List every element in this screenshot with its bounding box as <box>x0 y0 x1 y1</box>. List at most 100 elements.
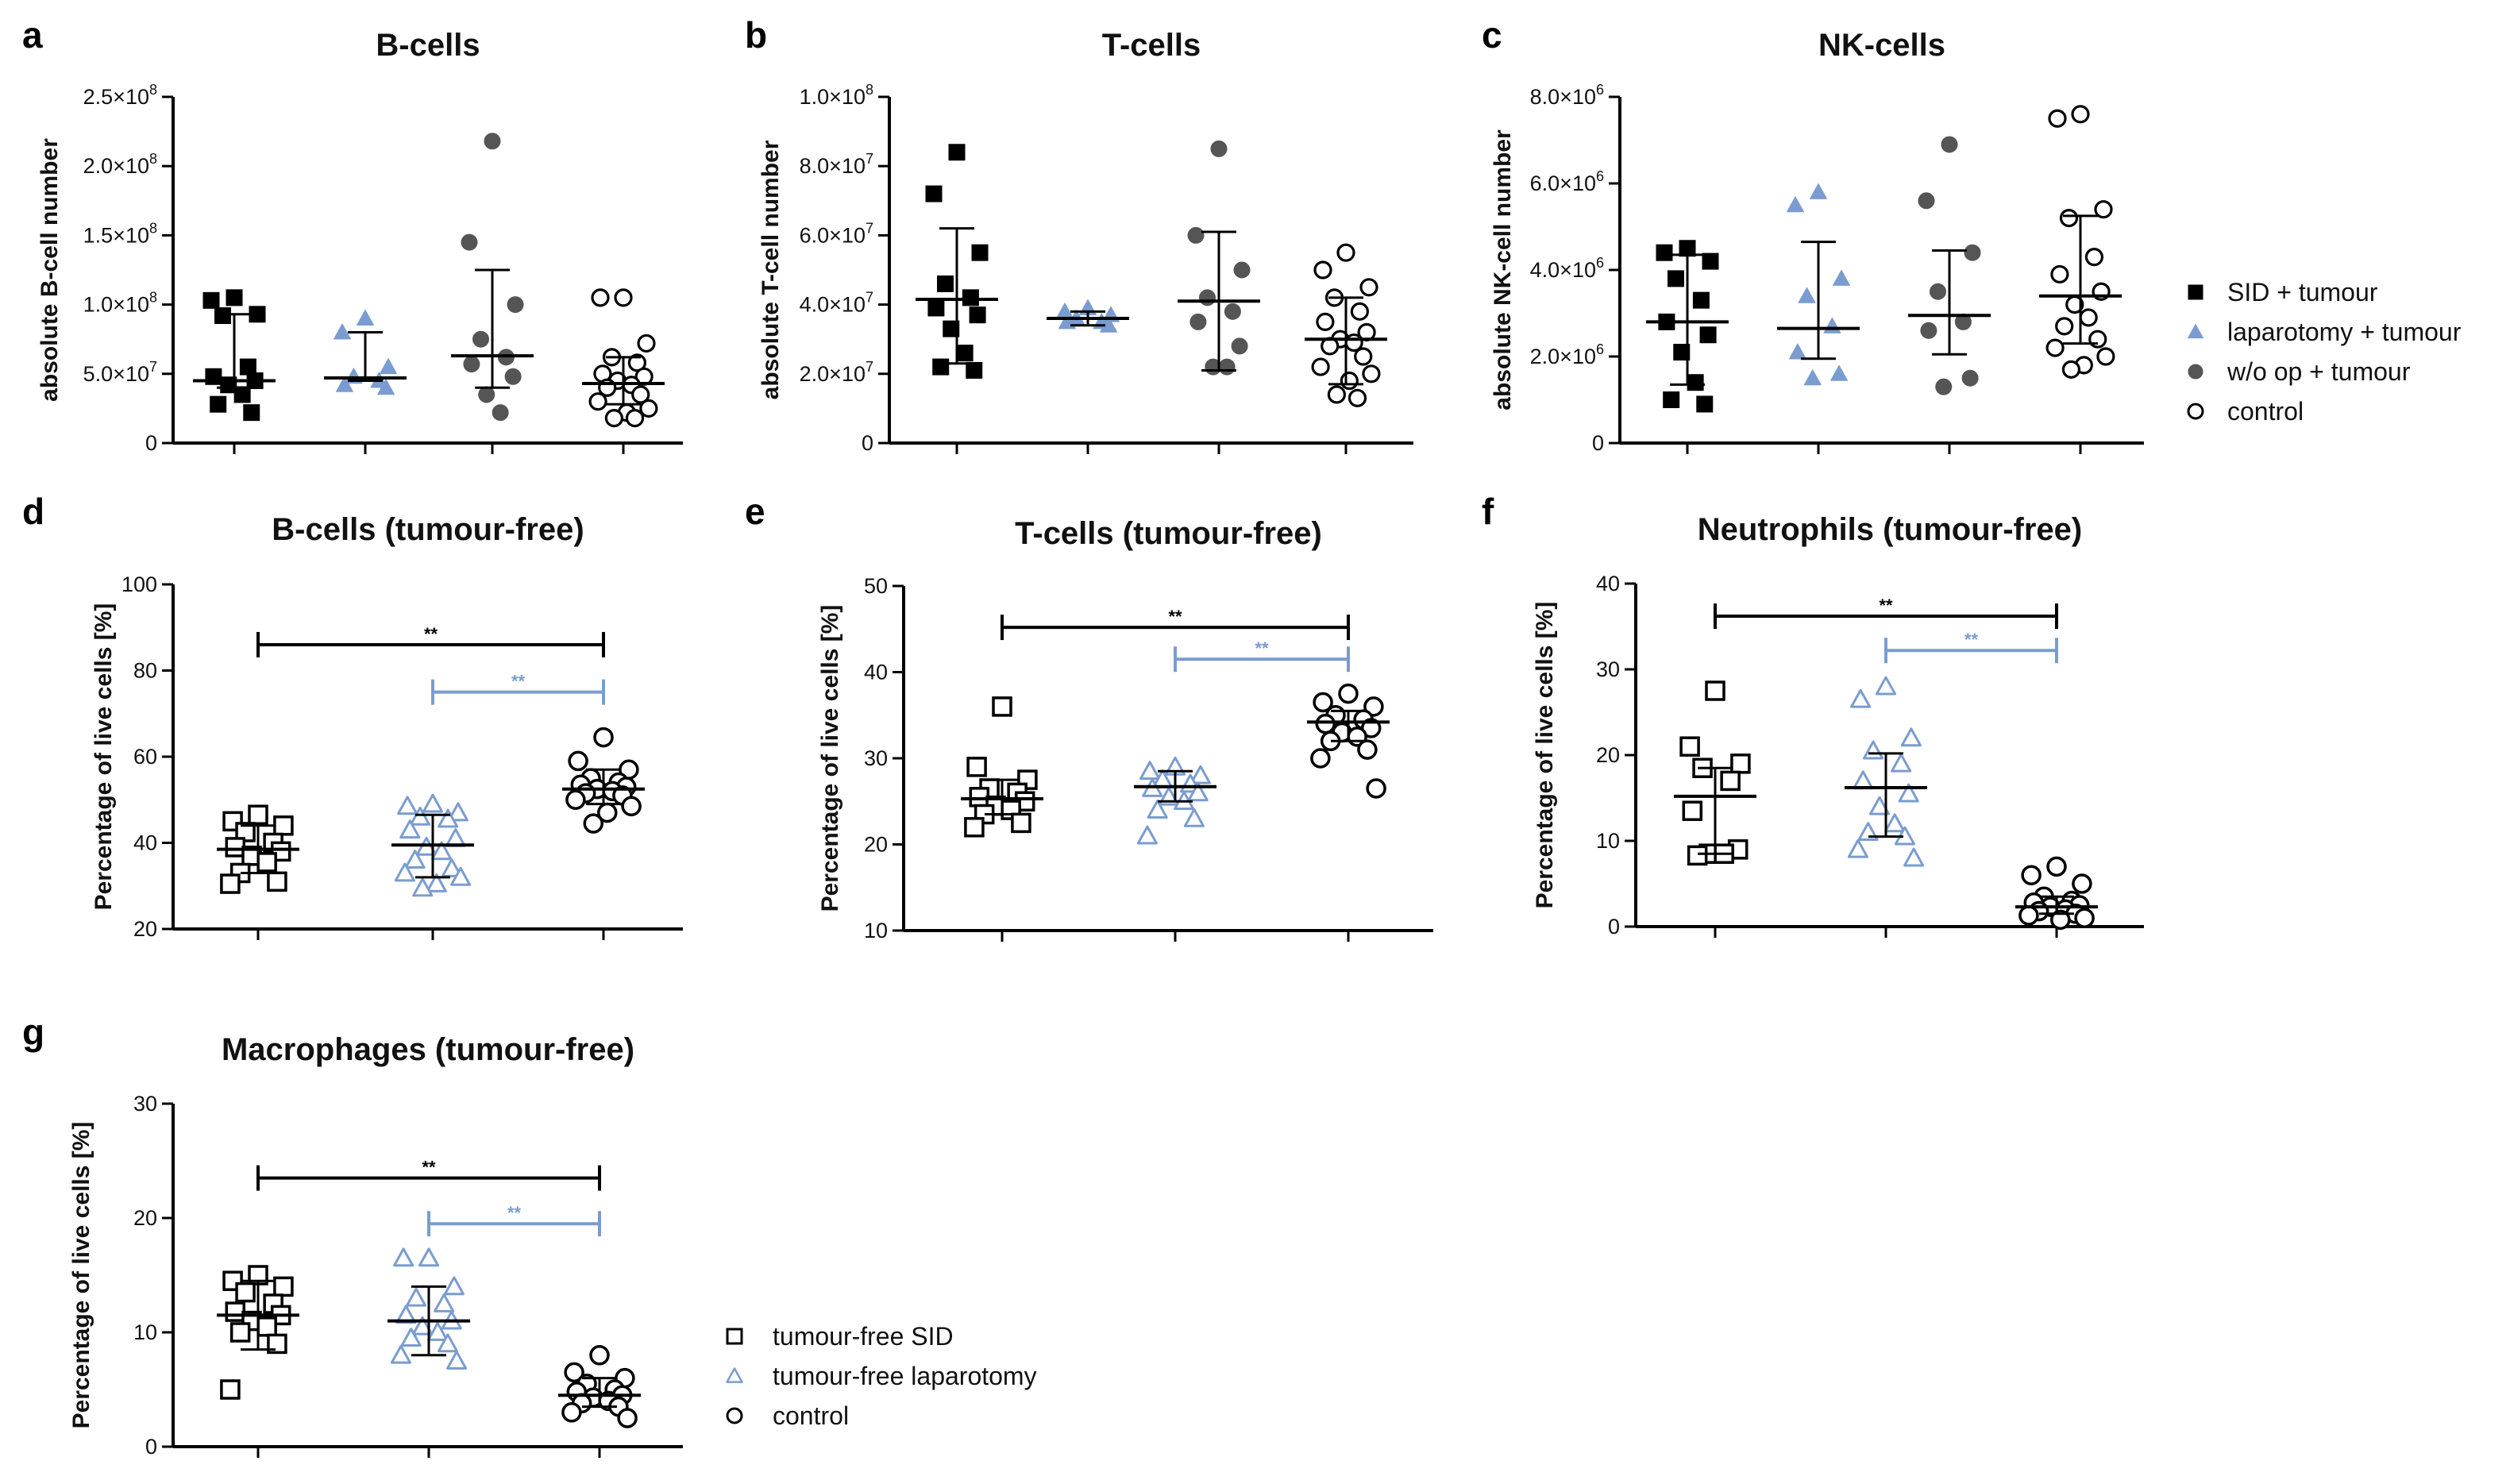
data-point <box>565 789 586 811</box>
data-point <box>410 806 431 826</box>
data-point <box>966 361 983 379</box>
legend-abs: SID + tumour laparotomy + tumour w/o op + … <box>2187 278 2462 426</box>
series-control <box>562 727 645 834</box>
data-point <box>937 275 954 292</box>
y-tick-mantissa: 2.0×10 <box>1530 345 1596 368</box>
data-point <box>1313 692 1333 713</box>
chart-panel-f: f Neutrophils (tumour-free) Percentage of … <box>1482 491 2144 939</box>
series-control <box>2039 105 2122 379</box>
chart-title: Neutrophils (tumour-free) <box>1698 512 2082 547</box>
data-point <box>225 837 246 858</box>
significance-bracket: ** <box>1001 607 1350 641</box>
chart-panel-a: a B-cells absolute B-cell number 0 5.0×107 1.… <box>22 14 683 455</box>
data-point <box>2079 308 2098 327</box>
data-point <box>214 307 231 325</box>
y-tick-label: 10 <box>133 1320 157 1344</box>
series-tumour-free-laparotomy <box>1134 756 1216 845</box>
series-laparotomy-tumour <box>1777 183 1860 386</box>
data-point <box>948 144 966 161</box>
y-axis-label: Percentage of live cells [%] <box>817 605 843 912</box>
data-point <box>2061 360 2080 379</box>
data-point <box>2050 909 2071 931</box>
series-control <box>2015 856 2098 931</box>
y-axis-label: absolute B-cell number <box>37 138 63 402</box>
chart-title: B-cells <box>376 28 480 63</box>
data-point <box>220 1379 241 1400</box>
data-point <box>1692 291 1710 309</box>
data-point <box>927 299 945 317</box>
data-point <box>956 345 974 362</box>
y-tick-exponent: 8 <box>149 220 157 236</box>
y-tick-label: 8.0×106 <box>1530 82 1604 109</box>
series-control <box>1305 243 1387 407</box>
y-tick-mantissa: 10 <box>1596 829 1620 853</box>
data-point <box>1863 740 1884 760</box>
data-point <box>1210 140 1228 157</box>
data-point <box>380 358 397 375</box>
data-point <box>1679 736 1700 757</box>
data-point <box>335 376 353 392</box>
y-tick-label: 1.0×108 <box>83 290 157 317</box>
y-tick-exponent: 8 <box>149 82 157 98</box>
chart-title: T-cells (tumour-free) <box>1015 516 1322 551</box>
data-point <box>1961 369 1979 387</box>
significance-label: ** <box>1964 630 1979 649</box>
data-point <box>1730 754 1751 774</box>
series-sid-tumour <box>916 144 998 379</box>
data-point <box>1310 748 1331 769</box>
data-point <box>1340 371 1359 391</box>
legend-entry-label: laparotomy + tumour <box>2227 318 2462 346</box>
y-tick-mantissa: 30 <box>133 1092 157 1116</box>
data-point <box>964 817 985 838</box>
y-tick-label: 30 <box>133 1092 157 1116</box>
data-point <box>568 750 588 772</box>
y-tick-exponent: 7 <box>866 290 873 306</box>
panel-letter: a <box>22 14 43 56</box>
y-tick-exponent: 8 <box>149 290 157 306</box>
significance-bracket: ** <box>256 624 605 657</box>
data-point <box>1673 344 1691 361</box>
panel-letter: g <box>22 1012 44 1053</box>
y-tick-mantissa: 40 <box>133 831 157 855</box>
data-point <box>411 1316 434 1336</box>
legend-marker <box>2188 324 2203 339</box>
data-point <box>2088 330 2107 349</box>
data-point <box>1823 317 1841 333</box>
data-point <box>256 1316 277 1337</box>
data-point <box>273 815 294 836</box>
data-point <box>2096 347 2115 366</box>
data-point <box>1338 683 1359 704</box>
data-point <box>504 368 522 385</box>
data-point <box>1810 183 1827 199</box>
data-point <box>1218 358 1236 376</box>
data-point <box>431 841 453 861</box>
data-point <box>1833 269 1850 286</box>
data-point <box>210 395 227 413</box>
data-point <box>639 399 658 418</box>
y-axis-label: Percentage of live cells [%] <box>1532 602 1558 909</box>
data-point <box>443 1276 465 1296</box>
y-tick-label: 6.0×106 <box>1530 168 1604 195</box>
y-tick-label: 50 <box>864 574 888 598</box>
data-point <box>1687 845 1708 866</box>
y-tick-mantissa: 80 <box>133 659 157 683</box>
chart-title: T-cells <box>1102 28 1201 63</box>
data-point <box>256 852 277 873</box>
series-tumour-free-sid <box>1674 680 1756 866</box>
y-tick-mantissa: 100 <box>121 572 157 596</box>
data-point <box>478 386 495 403</box>
data-point <box>229 1322 251 1343</box>
y-tick-label: 2.0×108 <box>83 151 157 178</box>
data-point <box>1327 385 1347 404</box>
data-point <box>1663 391 1680 408</box>
chart-panel-e: e T-cells (tumour-free) Percentage of live… <box>745 491 1433 942</box>
data-point <box>492 404 509 422</box>
y-tick-mantissa: 4.0×10 <box>800 293 866 317</box>
series-w-o-op-tumour <box>1908 136 1991 395</box>
y-tick-exponent: 6 <box>1596 341 1604 357</box>
data-point <box>1350 302 1370 321</box>
data-point <box>2050 264 2069 284</box>
y-axis-label: absolute T-cell number <box>758 140 784 399</box>
data-point <box>943 320 960 337</box>
y-tick-mantissa: 20 <box>864 833 888 857</box>
